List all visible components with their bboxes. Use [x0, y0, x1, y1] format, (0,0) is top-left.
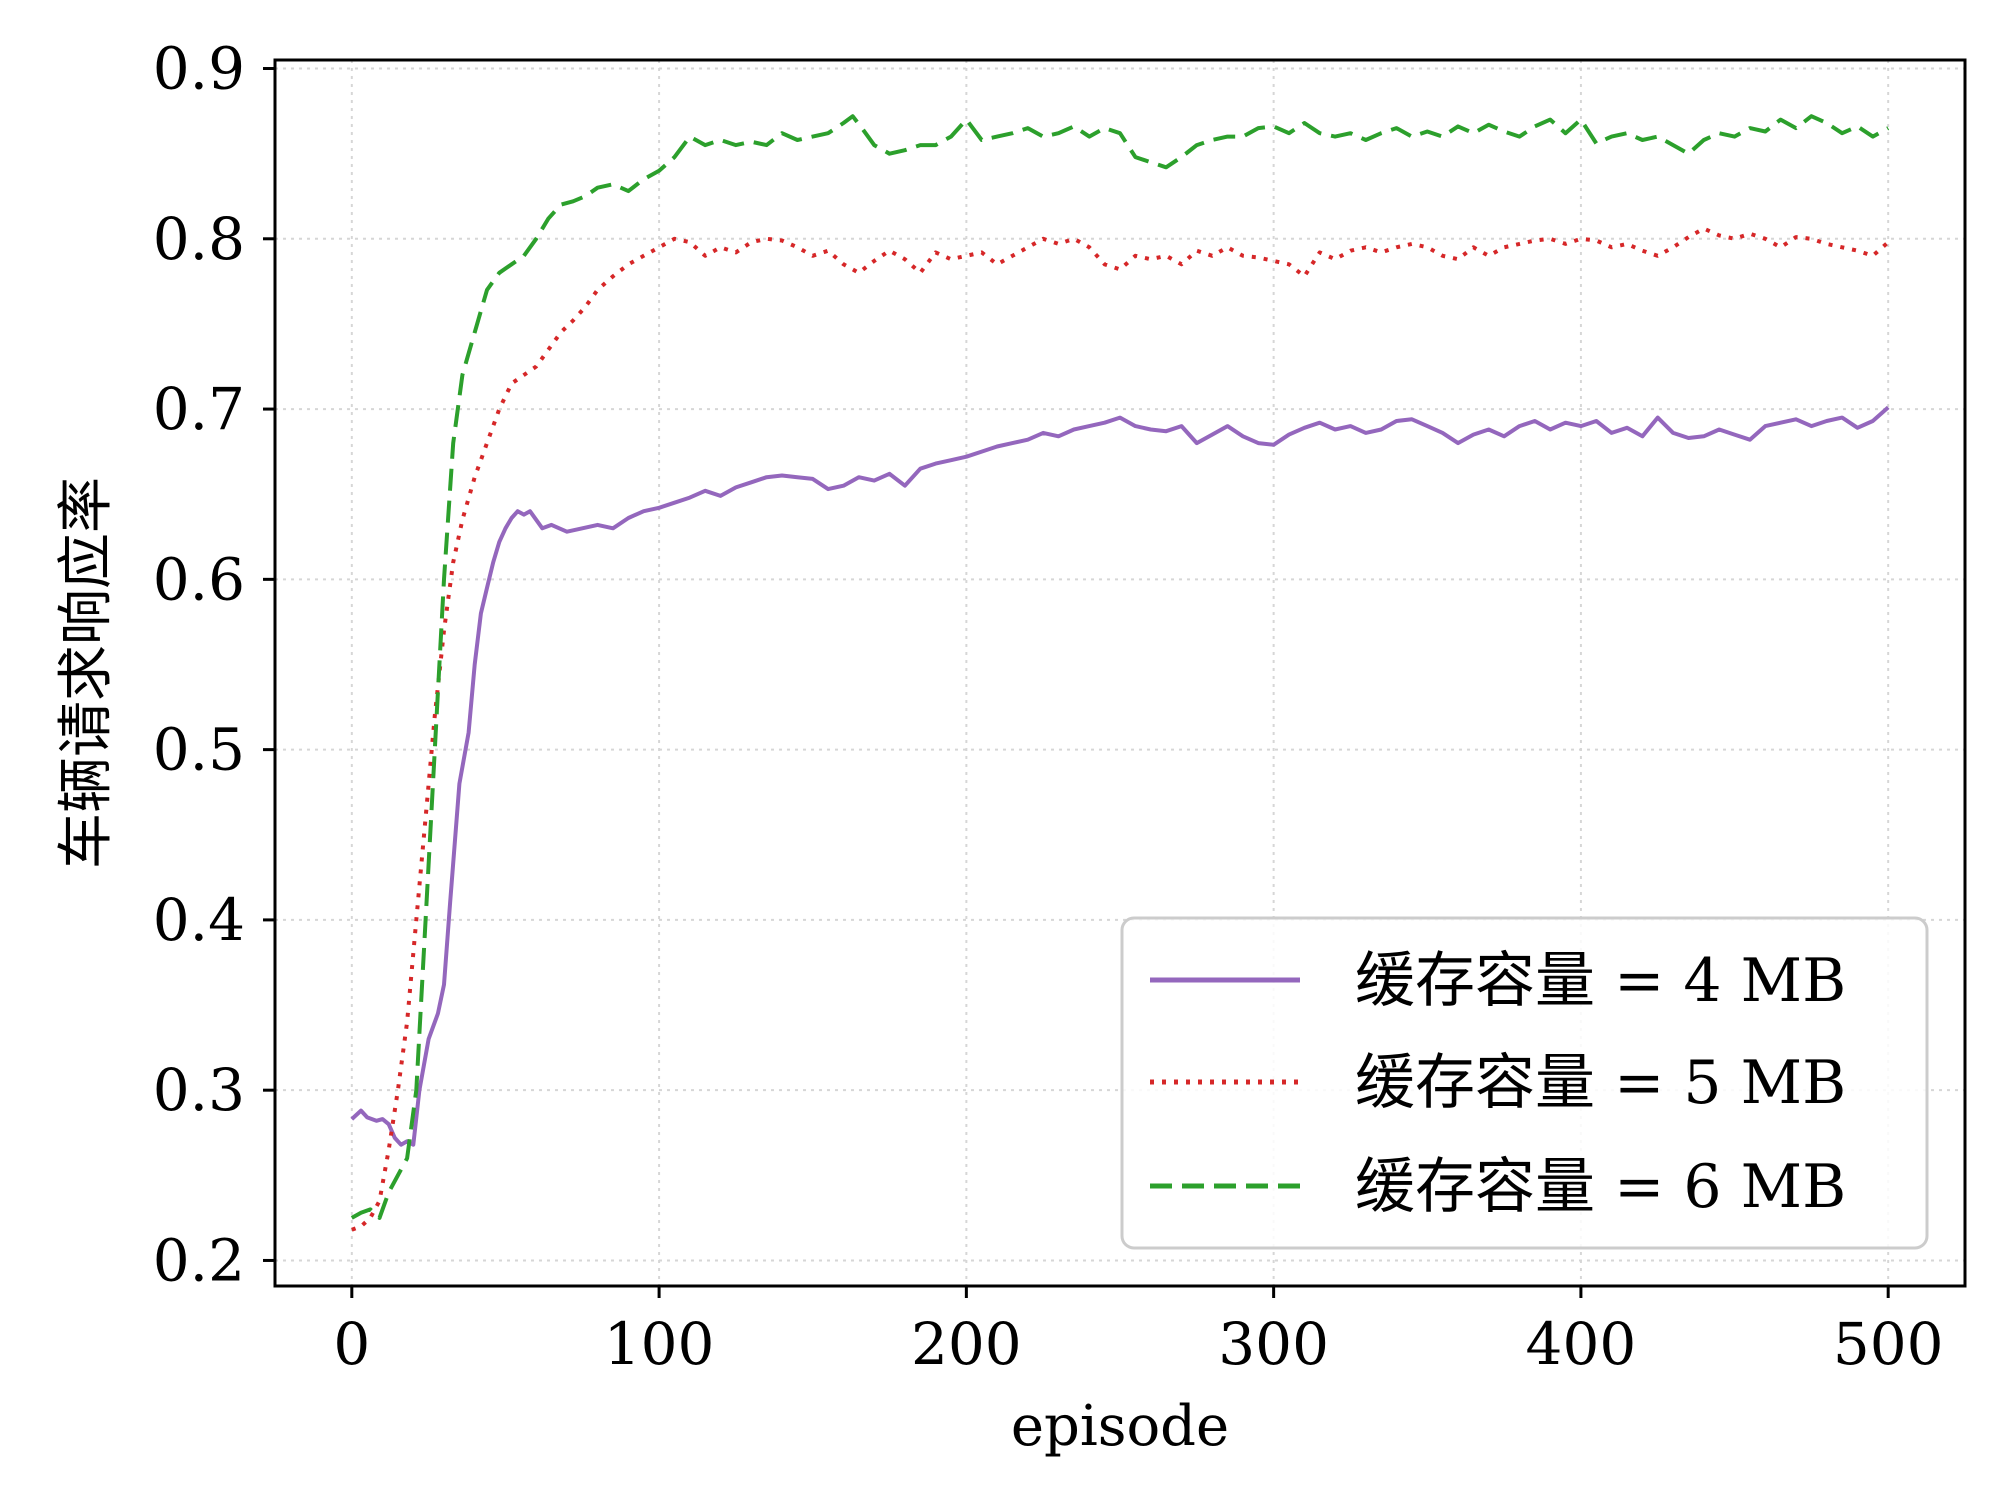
plot-series: [350, 114, 1890, 1232]
y-tick-label: 0.3: [153, 1056, 245, 1124]
y-tick-label: 0.2: [153, 1226, 245, 1294]
y-tick-label: 0.5: [153, 716, 245, 784]
x-tick-label: 100: [604, 1310, 715, 1378]
axis-ticks: 0 100 200 300 400 500 0.2 0.3 0.4 0.5 0.6 0.7 0.8 0.9: [153, 35, 1944, 1378]
series-line-5mb: [351, 226, 1890, 1232]
series-line-6mb: [350, 114, 1890, 1220]
x-tick-label: 300: [1218, 1310, 1329, 1378]
x-tick-label: 400: [1526, 1310, 1637, 1378]
y-axis-label: 车辆请求响应率: [54, 477, 119, 869]
y-tick-label: 0.9: [153, 35, 245, 103]
legend-label-5mb: 缓存容量 = 5 MB: [1355, 1048, 1846, 1118]
legend-label-6mb: 缓存容量 = 6 MB: [1355, 1152, 1846, 1222]
y-tick-label: 0.6: [153, 545, 245, 613]
legend-label-4mb: 缓存容量 = 4 MB: [1355, 946, 1846, 1016]
y-tick-label: 0.4: [153, 886, 245, 954]
x-axis-label: episode: [1011, 1394, 1229, 1459]
x-tick-label: 0: [333, 1310, 370, 1378]
series-line-4mb: [350, 405, 1890, 1147]
y-tick-label: 0.7: [153, 375, 245, 443]
legend-box: [1120, 916, 1929, 1250]
y-tick-label: 0.8: [153, 205, 245, 273]
plot-frame: [273, 58, 1967, 1288]
legend: 缓存容量 = 4 MB 缓存容量 = 5 MB 缓存容量 = 6 MB: [1120, 916, 1929, 1250]
x-tick-label: 500: [1833, 1310, 1944, 1378]
x-tick-label: 200: [911, 1310, 1022, 1378]
